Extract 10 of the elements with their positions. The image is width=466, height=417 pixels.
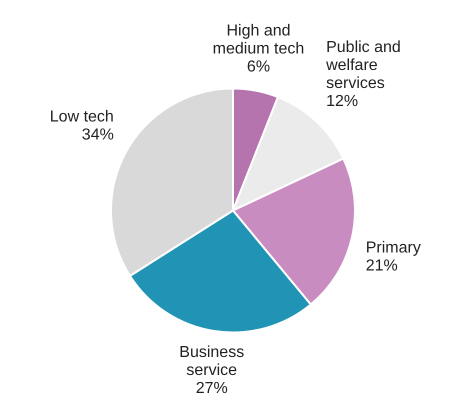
slice-label: Low tech	[50, 108, 114, 126]
slice-label: High and medium tech	[212, 22, 304, 58]
slice-label: Public and welfare services	[325, 38, 401, 92]
data-label: 12%	[326, 92, 358, 110]
data-label: 34%	[82, 126, 114, 144]
data-label: 27%	[196, 380, 228, 398]
slice-label: Business service	[179, 344, 244, 380]
data-label: 6%	[246, 58, 270, 76]
data-label: 21%	[366, 258, 398, 275]
slice-label: Primary	[366, 240, 421, 257]
